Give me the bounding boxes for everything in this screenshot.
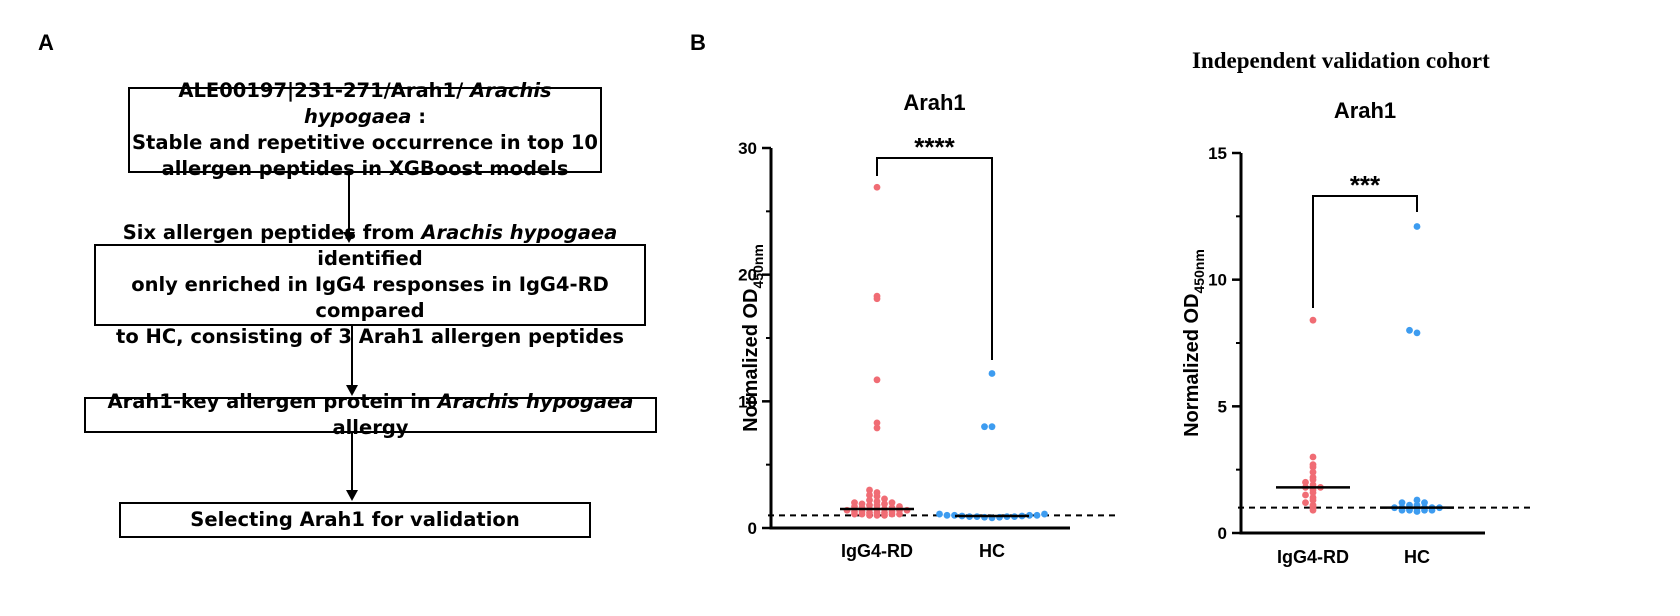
data-point	[866, 501, 873, 509]
flow-box-1-line2: Stable and repetitive occurrence in top …	[131, 131, 598, 154]
y-axis-label: Normalized OD450nm	[740, 244, 766, 432]
data-point	[943, 511, 951, 519]
data-point	[866, 496, 873, 504]
significance-bracket	[876, 157, 993, 360]
data-point	[1302, 491, 1309, 499]
data-point	[1309, 316, 1317, 324]
data-point	[873, 376, 881, 384]
data-point	[1309, 494, 1317, 501]
cohort-title: Independent validation cohort	[1192, 48, 1490, 73]
data-point	[1309, 473, 1317, 481]
y-axis-label: Normalized OD450nm	[1181, 249, 1207, 437]
chart-1: Arah1 0 10 20 30 Normalized OD450nm IgG4-RD HC *…	[738, 90, 1120, 561]
y-tick-label: 5	[1218, 397, 1227, 416]
chart-title: Arah1	[1334, 98, 1396, 123]
data-point	[873, 424, 881, 432]
data-point	[1309, 453, 1317, 461]
data-point	[988, 370, 996, 377]
data-point	[988, 423, 996, 431]
data-point	[1421, 499, 1428, 506]
chart-title: Arah1	[903, 90, 965, 115]
y-tick-label: 10	[1208, 271, 1227, 290]
data-point	[1309, 468, 1317, 476]
data-point	[1309, 461, 1317, 468]
panel-a-label: A	[38, 30, 54, 55]
data-point	[1302, 499, 1309, 506]
data-point	[873, 489, 881, 496]
panel-b-label: B	[690, 30, 706, 55]
significance-label: ****	[914, 132, 955, 162]
data-point	[866, 491, 873, 499]
flow-box-2: Six allergen peptides from Arachis hypog…	[94, 221, 646, 348]
flow-arrow-1	[343, 173, 355, 243]
y-tick-label: 0	[1218, 524, 1227, 543]
flow-box-1-line1: ALE00197|231-271/Arah1/ Arachis hypogaea…	[178, 79, 552, 128]
data-point	[873, 292, 881, 300]
data-point	[858, 500, 866, 508]
data-point	[866, 486, 873, 494]
y-tick-label: 0	[748, 519, 757, 538]
flow-box-2-line3: to HC, consisting of 3 Arah1 allergen pe…	[116, 325, 624, 348]
data-point	[873, 419, 881, 427]
flow-box-2-line2: only enriched in IgG4 responses in IgG4-…	[131, 273, 609, 322]
x-category-label: HC	[979, 541, 1005, 561]
flow-box-3: Arah1-key allergen protein in Arachis hy…	[84, 390, 657, 439]
data-point	[1302, 478, 1309, 486]
data-point	[1398, 499, 1406, 506]
data-point	[881, 495, 888, 503]
flow-box-4: Selecting Arah1 for validation	[119, 502, 591, 538]
flow-arrow-3	[346, 433, 358, 501]
data-point	[981, 423, 988, 431]
y-tick-label: 30	[738, 139, 757, 158]
x-category-label: HC	[1404, 547, 1430, 567]
y-tick-label: 10	[738, 392, 757, 411]
data-point	[873, 183, 881, 191]
flow-arrow-2	[346, 326, 358, 396]
data-point	[1041, 510, 1048, 518]
flow-box-4-line1: Selecting Arah1 for validation	[190, 508, 520, 531]
flow-box-2-line1: Six allergen peptides from Arachis hypog…	[122, 221, 618, 270]
flow-box-1: ALE00197|231-271/Arah1/ Arachis hypogaea…	[128, 79, 602, 180]
data-point	[1413, 329, 1421, 337]
chart-2: Arah1 0 5 10 15 Normalized OD450nm IgG4-RD HC **…	[1181, 98, 1535, 567]
data-point	[851, 499, 858, 507]
data-point	[881, 500, 888, 508]
x-category-label: IgG4-RD	[841, 541, 913, 561]
x-category-label: IgG4-RD	[1277, 547, 1349, 567]
data-point	[1406, 326, 1413, 334]
data-point	[1413, 496, 1421, 504]
data-point	[1413, 223, 1421, 230]
y-tick-label: 20	[738, 266, 757, 285]
data-point	[873, 498, 881, 505]
significance-bracket	[1312, 195, 1418, 308]
flow-box-1-line3: allergen peptides in XGBoost models	[161, 157, 569, 180]
significance-label: ***	[1350, 170, 1381, 200]
data-point	[1033, 511, 1041, 519]
data-point	[936, 510, 943, 518]
data-point	[888, 499, 896, 507]
data-point	[1309, 501, 1317, 509]
y-tick-label: 15	[1208, 144, 1227, 163]
